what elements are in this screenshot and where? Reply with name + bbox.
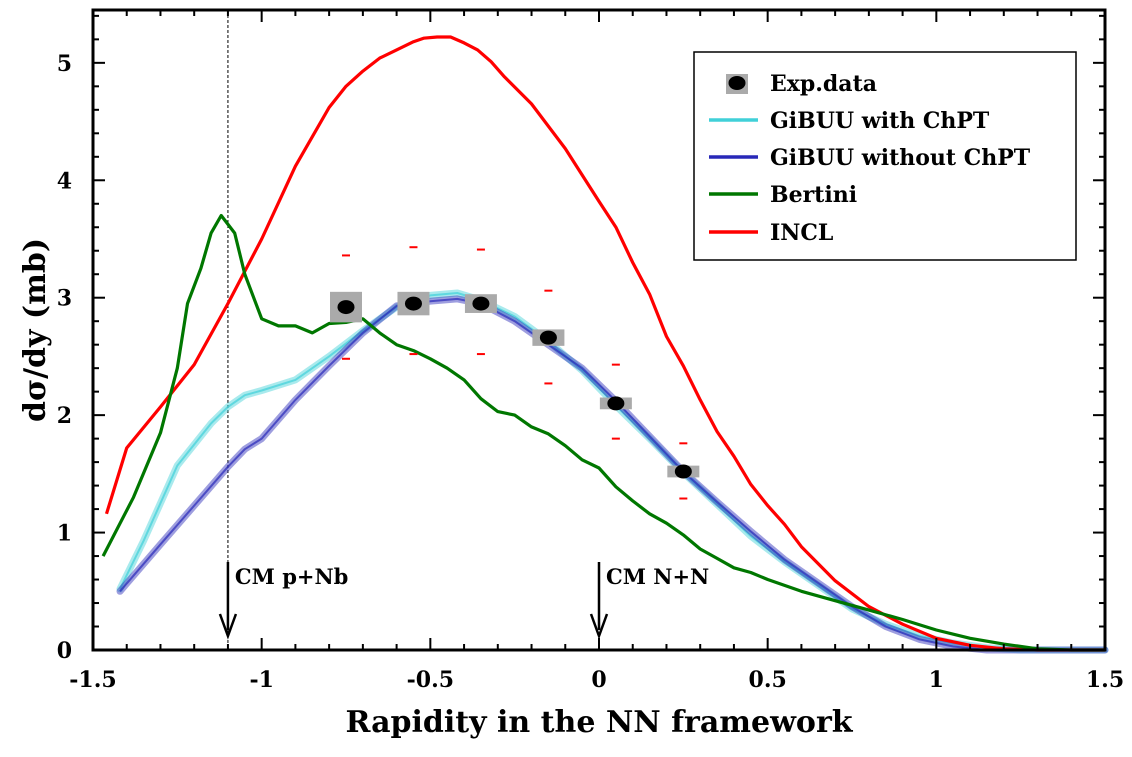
legend-label-gibuu_no_chpt: GiBUU without ChPT xyxy=(770,145,1031,171)
legend-marker-exp xyxy=(728,76,746,90)
y-tick-label: 2 xyxy=(57,403,72,429)
series-line-bertini xyxy=(101,213,1105,652)
ticks-group xyxy=(92,10,1106,651)
x-axis-title: Rapidity in the NN framework xyxy=(345,705,853,740)
exp-data-point xyxy=(607,396,625,411)
legend-label-exp: Exp.data xyxy=(770,71,877,97)
legend-label-gibuu_chpt: GiBUU with ChPT xyxy=(770,108,990,134)
annotation-label: CM N+N xyxy=(606,564,709,589)
annotation-label: CM p+Nb xyxy=(235,564,348,589)
y-tick-label: 0 xyxy=(57,638,72,664)
y-axis-title: dσ/dy (mb) xyxy=(18,238,53,422)
y-tick-label: 1 xyxy=(57,521,72,547)
exp-data-group xyxy=(330,246,700,500)
x-tick-label: 1.5 xyxy=(1086,667,1124,693)
exp-data-point xyxy=(539,330,557,345)
y-tick-label: 5 xyxy=(57,51,72,77)
exp-data-point xyxy=(472,296,490,311)
series-line-incl xyxy=(104,35,1105,652)
exp-data-point xyxy=(674,464,692,479)
annotation-arrowhead xyxy=(589,613,609,640)
legend-label-incl: INCL xyxy=(770,220,833,246)
exp-data-point xyxy=(404,296,422,311)
x-tick-label: 0 xyxy=(591,667,606,693)
series-group xyxy=(101,35,1109,654)
y-tick-label: 3 xyxy=(57,286,72,312)
y-tick-label: 4 xyxy=(57,168,72,194)
x-tick-label: 0.5 xyxy=(749,667,787,693)
x-tick-label: -0.5 xyxy=(407,667,454,693)
x-tick-label: -1.5 xyxy=(69,667,116,693)
x-tick-label: 1 xyxy=(929,667,944,693)
legend-label-bertini: Bertini xyxy=(770,182,857,208)
legend: Exp.data GiBUU with ChPT GiBUU without ChP… xyxy=(693,51,1077,261)
x-tick-label: -1 xyxy=(249,667,273,693)
annotation-1: CM N+N xyxy=(589,562,709,640)
exp-data-point xyxy=(337,300,355,315)
series-line-gibuu_no_chpt xyxy=(119,297,1105,651)
annotation-arrowhead xyxy=(218,613,238,640)
annotation-0: CM p+Nb xyxy=(218,562,348,640)
